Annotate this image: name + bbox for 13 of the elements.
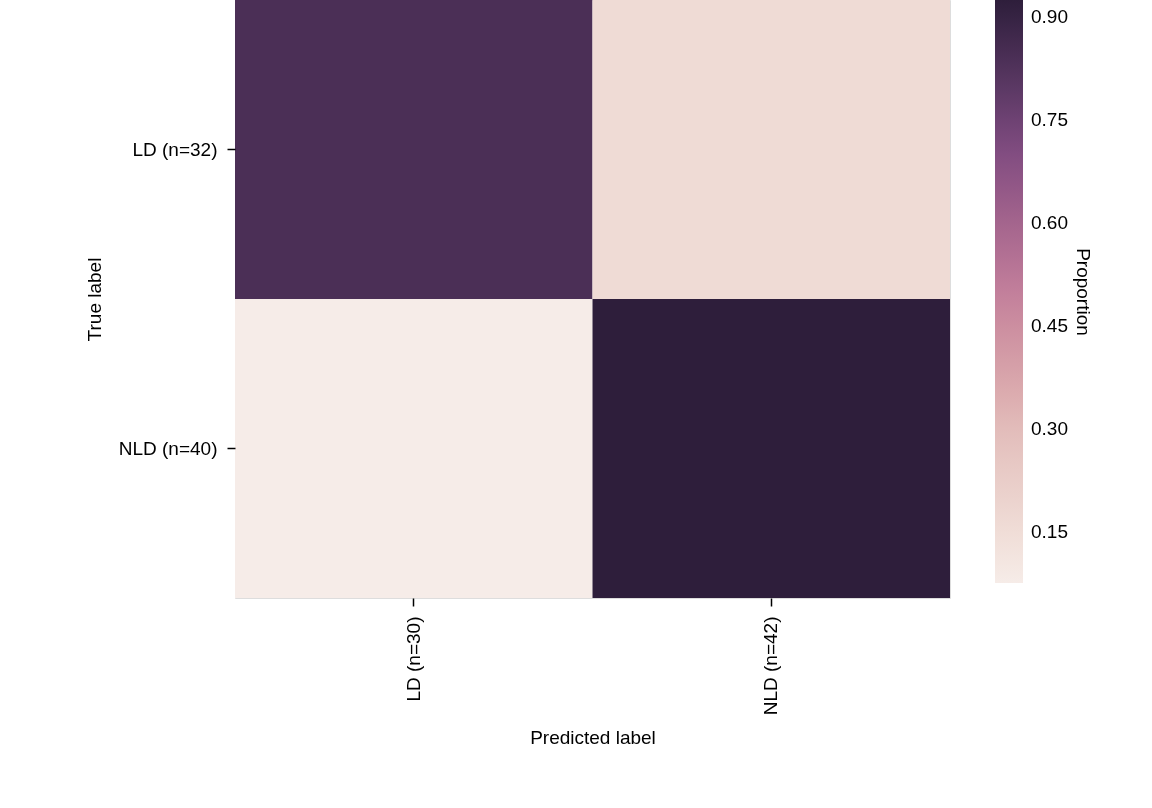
y-axis-title: True label <box>83 257 105 342</box>
color-bar-label: 0.75 <box>1031 109 1068 131</box>
y-tick-label: NLD (n=40) <box>118 437 218 459</box>
x-tick-label: NLD (n=42) <box>760 616 782 716</box>
x-tick-label: LD (n=30) <box>402 616 424 702</box>
color-bar-label: 0.60 <box>1031 211 1068 233</box>
color-bar-label: 0.45 <box>1031 314 1068 336</box>
y-tick-label: LD (n=32) <box>132 138 218 160</box>
color-bar-label: 0.15 <box>1031 520 1068 542</box>
color-bar-label: 0.30 <box>1031 417 1068 439</box>
color-bar-label: 0.90 <box>1031 6 1068 28</box>
x-axis-title: Predicted label <box>530 727 656 749</box>
color-bar-title: Proportion <box>1073 248 1094 336</box>
